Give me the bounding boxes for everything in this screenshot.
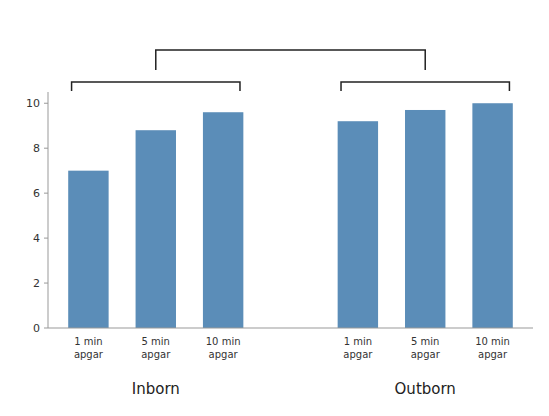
bar	[472, 103, 512, 328]
group-bracket	[341, 82, 509, 91]
bar	[68, 171, 108, 328]
x-tick-label: 5 minapgar	[411, 336, 441, 360]
bar	[405, 110, 445, 328]
y-tick	[44, 283, 48, 284]
y-tick	[44, 193, 48, 194]
x-tick-label: 10 minapgar	[206, 336, 241, 360]
y-tick	[44, 238, 48, 239]
y-tick	[44, 148, 48, 149]
y-tick-label: 6	[33, 187, 40, 200]
bar	[203, 112, 243, 328]
y-tick	[44, 103, 48, 104]
bars	[68, 103, 513, 328]
y-tick-label: 0	[33, 322, 40, 335]
bar	[136, 130, 176, 328]
group-label: Outborn	[395, 380, 456, 398]
y-tick-label: 4	[33, 232, 40, 245]
outer-bracket	[156, 50, 425, 70]
chart-container: 0 2 4 6 8 10 1 minapgar 5 minapgar 10 minapgar 1 …	[0, 0, 549, 416]
x-axis-line	[48, 328, 533, 329]
x-tick-label: 10 minapgar	[475, 336, 510, 360]
chart: 0 2 4 6 8 10 1 minapgar 5 minapgar 10 minapgar 1 …	[0, 0, 549, 416]
y-tick-label: 10	[26, 97, 40, 110]
group-label: Inborn	[132, 380, 180, 398]
group-bracket	[72, 82, 240, 91]
y-tick	[44, 328, 48, 329]
y-tick-label: 8	[33, 142, 40, 155]
x-tick-label: 5 minapgar	[141, 336, 171, 360]
y-axis-line	[48, 92, 49, 328]
y-tick-label: 2	[33, 277, 40, 290]
x-tick-label: 1 minapgar	[74, 336, 104, 360]
bar	[338, 121, 378, 328]
x-tick-label: 1 minapgar	[343, 336, 373, 360]
